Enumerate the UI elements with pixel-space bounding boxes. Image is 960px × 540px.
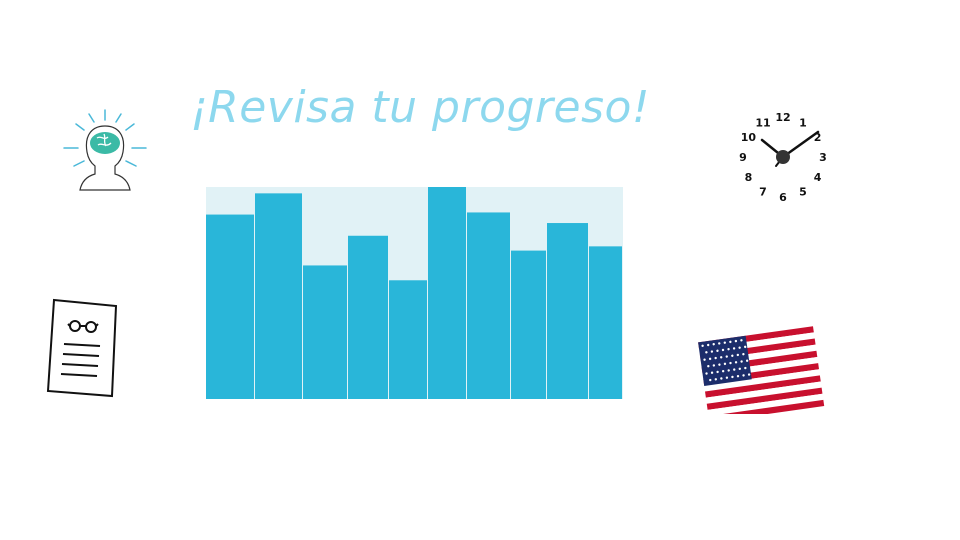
- clock-number: 4: [814, 171, 822, 184]
- us-flag-icon: [698, 326, 825, 414]
- document-glasses-icon: [46, 298, 118, 398]
- clock-number: 11: [755, 116, 770, 129]
- bar: [547, 223, 588, 399]
- bar: [348, 235, 388, 399]
- clock-number: 7: [759, 186, 767, 199]
- clock-number: 5: [799, 186, 807, 199]
- page-title: ¡Revisa tu progreso!: [190, 82, 651, 133]
- bar: [511, 250, 546, 399]
- clock-number: 1: [799, 116, 807, 129]
- head-brain-icon: [63, 109, 147, 191]
- bar: [206, 214, 254, 399]
- clock-number: 2: [814, 131, 822, 144]
- clock-number: 9: [739, 151, 747, 164]
- bar-chart: [206, 187, 623, 399]
- clock-number: 8: [745, 171, 753, 184]
- clock-number: 3: [819, 151, 827, 164]
- bar: [467, 212, 510, 399]
- bar: [303, 265, 347, 399]
- clock-number: 6: [779, 191, 787, 204]
- clock-number: 12: [775, 111, 790, 124]
- clock-number: 10: [741, 131, 757, 144]
- bar: [589, 246, 622, 399]
- bar: [428, 187, 466, 399]
- bar: [255, 193, 302, 399]
- bar: [389, 280, 427, 399]
